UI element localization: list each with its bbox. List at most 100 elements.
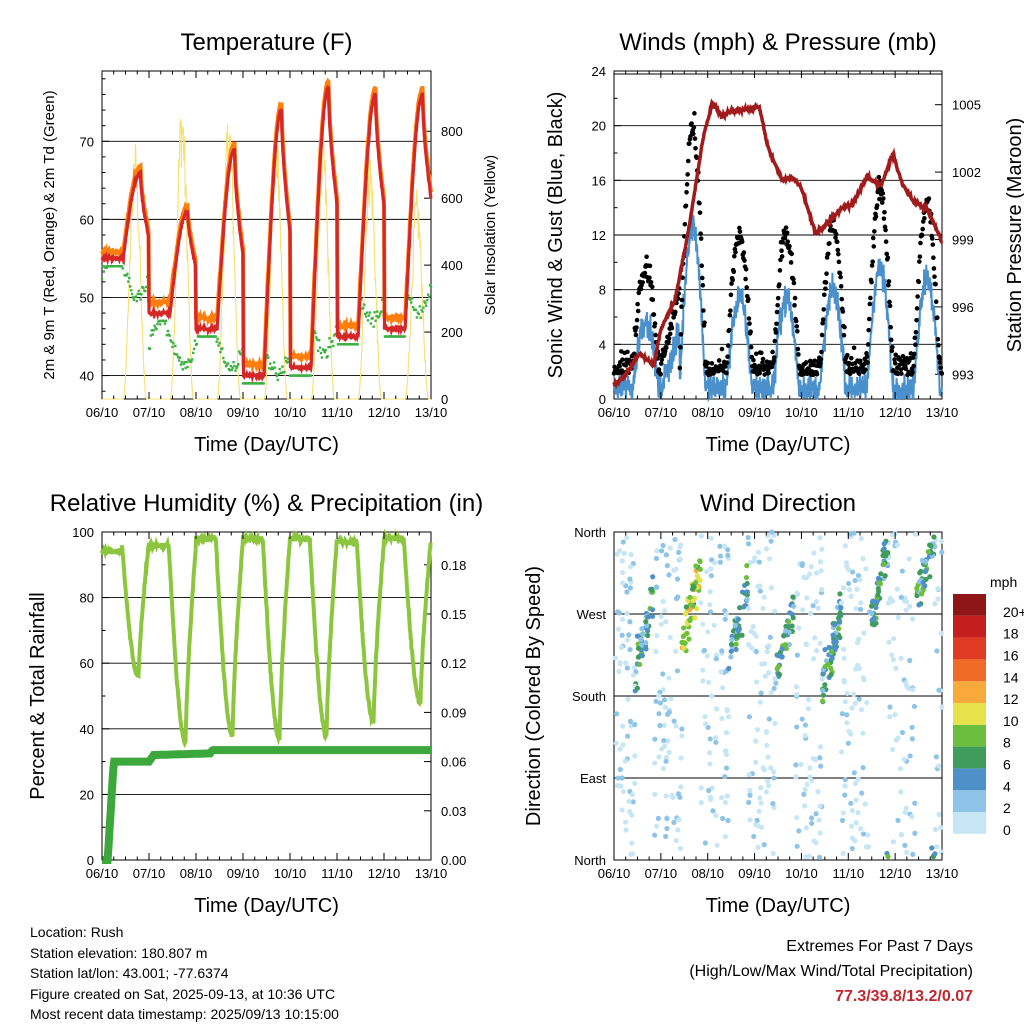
direction-point	[860, 831, 867, 837]
gust-point	[892, 357, 897, 362]
direction-point	[781, 633, 787, 639]
direction-point	[895, 817, 901, 824]
gust-point	[883, 227, 888, 233]
y-tick-label: 20	[80, 787, 94, 802]
direction-point	[691, 584, 697, 590]
dewpoint-point	[138, 292, 141, 296]
dewpoint-point	[320, 356, 324, 359]
direction-point	[870, 617, 876, 623]
gust-point	[869, 263, 875, 268]
dewpoint-point	[268, 367, 271, 370]
direction-point	[857, 577, 863, 583]
gust-point	[912, 335, 918, 341]
dewpoint-point	[372, 325, 375, 328]
direction-point	[701, 647, 707, 653]
gust-point	[827, 241, 832, 246]
direction-point	[783, 645, 789, 652]
direction-point	[746, 799, 752, 806]
x-axis-label: Time (Day/UTC)	[706, 895, 851, 917]
gust-point	[658, 361, 664, 366]
direction-point	[708, 566, 714, 572]
direction-point	[614, 783, 621, 789]
direction-point	[687, 594, 693, 600]
dewpoint-point	[356, 343, 359, 346]
gust-point	[814, 371, 820, 377]
direction-point	[743, 574, 750, 581]
direction-point	[766, 556, 773, 562]
direction-point	[656, 754, 662, 760]
gust-point	[883, 239, 889, 244]
direction-point	[855, 810, 861, 816]
gust-point	[743, 266, 749, 272]
gust-point	[865, 360, 870, 365]
gust-point	[804, 360, 809, 365]
direction-point	[652, 736, 658, 742]
y-tick-label: 8	[599, 283, 606, 298]
direction-point	[707, 589, 713, 595]
direction-point	[763, 729, 770, 735]
x-tick-label: 09/10	[738, 405, 771, 420]
y-right-tick-label: 600	[441, 191, 463, 206]
dewpoint-point	[233, 364, 236, 368]
gust-point	[644, 254, 649, 260]
dewpoint-point	[285, 359, 288, 363]
direction-point	[708, 573, 714, 579]
dewpoint-point	[377, 316, 380, 319]
direction-point	[628, 552, 634, 558]
gust-point	[648, 279, 654, 285]
gust-point	[729, 281, 734, 286]
gust-point	[908, 351, 914, 356]
direction-point	[768, 538, 774, 544]
colorbar-swatch	[953, 594, 986, 616]
direction-point	[757, 795, 763, 801]
direction-point	[819, 698, 826, 704]
gust-point	[877, 196, 882, 202]
x-axis-label: Time (Day/UTC)	[194, 895, 339, 917]
gust-point	[917, 254, 923, 259]
direction-point	[649, 613, 656, 620]
dewpoint-point	[285, 361, 289, 364]
direction-point	[841, 679, 848, 685]
gust-point	[818, 360, 823, 366]
direction-point	[800, 607, 806, 613]
direction-point	[853, 797, 859, 803]
gust-point	[795, 346, 801, 352]
direction-point	[874, 598, 880, 604]
gust-point	[819, 332, 825, 338]
direction-point	[624, 534, 630, 541]
dewpoint-point	[410, 301, 413, 304]
dewpoint-point	[368, 311, 372, 314]
gust-point	[748, 344, 754, 350]
direction-point	[848, 823, 855, 829]
direction-point	[925, 549, 931, 555]
direction-point	[708, 535, 714, 541]
dewpoint-point	[192, 347, 196, 351]
gust-point	[783, 225, 789, 230]
colorbar-label: 20+	[1003, 604, 1024, 620]
gust-point	[913, 342, 918, 347]
dewpoint-point	[144, 285, 148, 289]
gust-point	[866, 316, 872, 322]
direction-point	[910, 851, 916, 857]
gust-point	[741, 250, 747, 255]
gust-point	[838, 274, 843, 280]
gust-point	[794, 324, 800, 329]
direction-point	[817, 535, 823, 541]
dewpoint-point	[148, 347, 152, 351]
y-tick-label: 0	[87, 853, 94, 868]
direction-point	[668, 696, 674, 702]
direction-point	[679, 733, 685, 739]
direction-point	[619, 775, 625, 781]
y-right-tick-label: 200	[441, 325, 463, 340]
direction-point	[625, 696, 631, 702]
direction-point	[762, 673, 768, 679]
y-tick-label: 100	[72, 525, 94, 540]
x-tick-label: 12/10	[368, 405, 401, 420]
direction-point	[820, 692, 826, 698]
y-right-tick-label: 0.15	[441, 607, 466, 622]
direction-point	[620, 723, 626, 729]
dewpoint-point	[181, 368, 185, 371]
direction-point	[761, 767, 767, 773]
direction-point	[817, 755, 823, 761]
